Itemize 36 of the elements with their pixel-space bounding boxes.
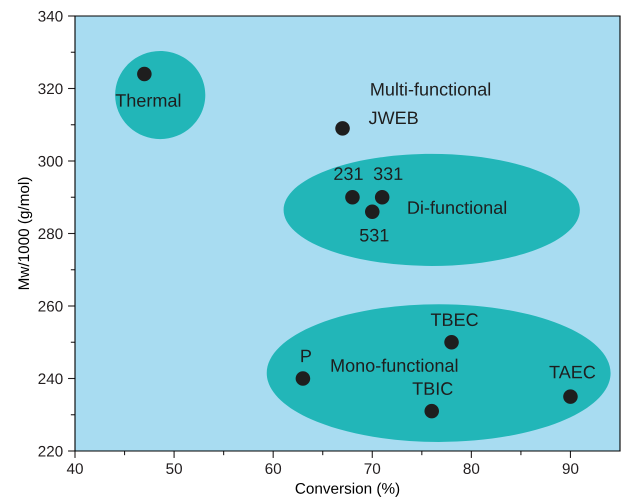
annotation: Di-functional <box>408 200 506 214</box>
y-tick-label: 280 <box>38 228 63 240</box>
annotation: P <box>301 350 311 362</box>
point <box>335 121 350 136</box>
y-tick-label: 220 <box>38 446 63 457</box>
y-tick-label: 340 <box>38 10 63 22</box>
x-tick-label: 70 <box>364 463 380 474</box>
point <box>424 404 440 418</box>
point <box>137 66 152 82</box>
annotation: TAEC <box>549 366 596 378</box>
point <box>444 334 459 350</box>
x-tick-label: 60 <box>265 463 282 474</box>
point <box>364 204 380 220</box>
x-tick-label: 80 <box>464 463 480 474</box>
x-tick-label: 90 <box>562 463 578 474</box>
x-axis-title: Conversion (%) <box>296 482 400 497</box>
point <box>563 389 578 404</box>
y-axis-title: Mw/1000 (g/mol) <box>18 178 32 290</box>
annotation: JWEB <box>368 112 418 124</box>
y-tick-label: 240 <box>38 373 63 384</box>
annotation: Multi-functional <box>371 82 490 96</box>
annotation: 531 <box>360 228 388 242</box>
annotation: TBEC <box>430 313 478 326</box>
point <box>345 190 360 205</box>
annotation: TBIC <box>412 382 453 395</box>
y-tick-label: 300 <box>38 156 63 167</box>
y-tick-label: 260 <box>38 300 63 312</box>
y-tick-label: 320 <box>38 83 63 94</box>
point <box>374 190 390 205</box>
x-tick-label: 50 <box>166 463 182 474</box>
annotation: 231 <box>334 167 363 180</box>
annotation: Mono-functional <box>332 358 458 372</box>
annotation: 331 <box>374 167 402 180</box>
annotation: Thermal <box>116 94 180 107</box>
point <box>296 371 310 386</box>
x-tick-label: 40 <box>66 463 83 474</box>
